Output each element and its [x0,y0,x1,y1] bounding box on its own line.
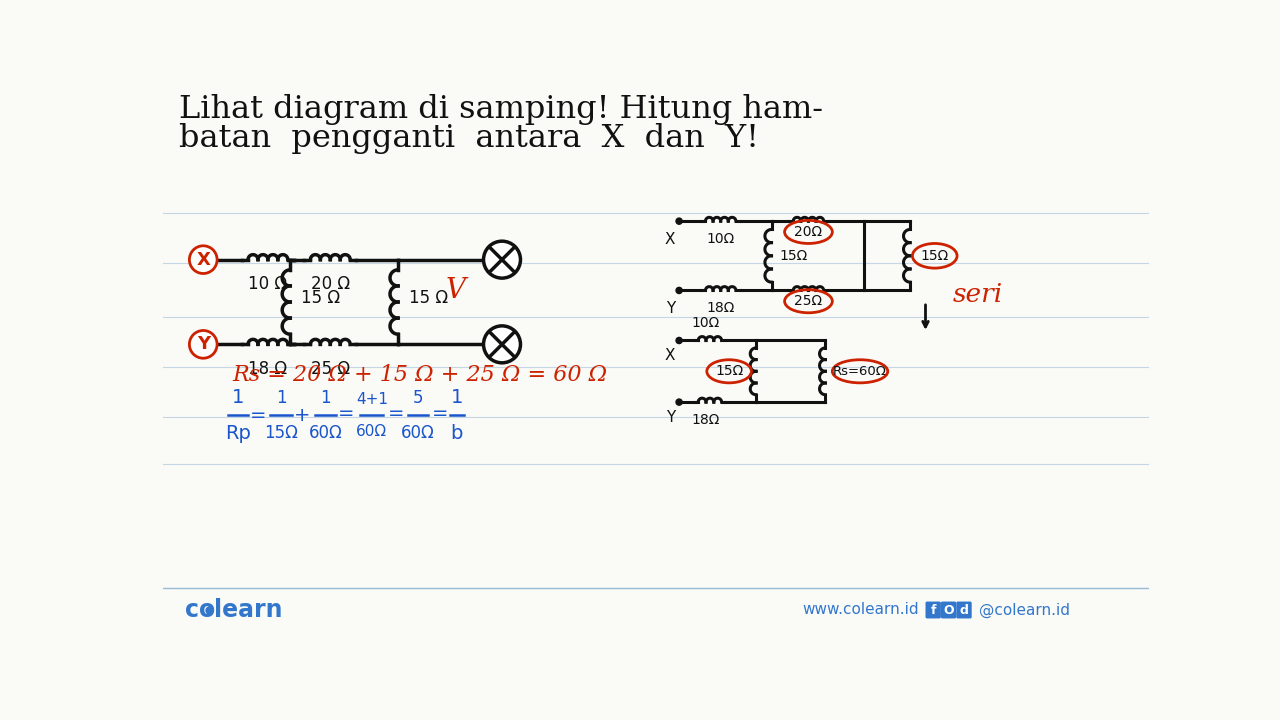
Text: X: X [196,251,210,269]
Text: X: X [664,348,676,363]
Text: 4+1: 4+1 [356,392,388,407]
Text: 1: 1 [232,387,244,407]
Text: 15Ω: 15Ω [716,364,744,378]
Text: 18 Ω: 18 Ω [248,360,288,378]
Text: =: = [431,404,448,423]
Text: 15Ω: 15Ω [920,249,948,263]
Text: Y: Y [666,410,676,425]
Text: www.colearn.id: www.colearn.id [803,603,919,618]
Text: O: O [943,603,954,616]
Ellipse shape [189,246,218,274]
Text: 5: 5 [413,389,424,407]
Text: 20 Ω: 20 Ω [311,275,349,293]
Text: 15 Ω: 15 Ω [408,289,448,307]
Text: Rs = 20 Ω + 15 Ω + 25 Ω = 60 Ω: Rs = 20 Ω + 15 Ω + 25 Ω = 60 Ω [233,364,608,386]
Text: 1: 1 [320,389,332,407]
Circle shape [676,287,682,294]
Text: seri: seri [952,282,1002,307]
Text: =: = [338,404,355,423]
Text: 25Ω: 25Ω [795,294,823,308]
Text: 15Ω: 15Ω [780,249,808,263]
Text: 1: 1 [451,387,463,407]
Text: 20Ω: 20Ω [795,225,823,239]
Text: 60Ω: 60Ω [308,423,343,441]
FancyBboxPatch shape [925,601,941,618]
Circle shape [676,338,682,343]
Text: Lihat diagram di samping! Hitung ham-: Lihat diagram di samping! Hitung ham- [179,94,823,125]
Text: =: = [250,405,266,425]
Text: Y: Y [666,301,676,316]
Text: co: co [184,598,215,622]
Text: 10Ω: 10Ω [692,315,721,330]
Text: @colearn.id: @colearn.id [979,603,1070,618]
Text: V: V [445,277,466,304]
Circle shape [484,326,521,363]
Text: Rs=60Ω: Rs=60Ω [833,365,887,378]
Circle shape [676,399,682,405]
Text: 25 Ω: 25 Ω [311,360,349,378]
Text: Rp: Rp [225,423,251,443]
Text: batan  pengganti  antara  X  dan  Y!: batan pengganti antara X dan Y! [179,123,759,154]
FancyBboxPatch shape [956,601,972,618]
Circle shape [676,218,682,224]
Text: 60Ω: 60Ω [356,423,388,438]
Text: d: d [960,603,969,616]
Text: 1: 1 [275,389,287,407]
Text: Y: Y [197,336,210,354]
Text: 10 Ω: 10 Ω [248,275,288,293]
Text: 60Ω: 60Ω [401,423,435,441]
Text: 15Ω: 15Ω [264,423,298,441]
Text: b: b [451,423,463,443]
Text: 18Ω: 18Ω [707,301,735,315]
FancyBboxPatch shape [941,601,956,618]
Text: f: f [931,603,936,616]
Ellipse shape [189,330,218,359]
Text: +: + [294,405,311,425]
Text: =: = [388,404,404,423]
Text: 18Ω: 18Ω [692,413,721,427]
Text: 15 Ω: 15 Ω [301,289,340,307]
Text: 10Ω: 10Ω [707,232,735,246]
Circle shape [484,241,521,278]
Text: learn: learn [214,598,283,622]
Text: X: X [664,232,676,247]
